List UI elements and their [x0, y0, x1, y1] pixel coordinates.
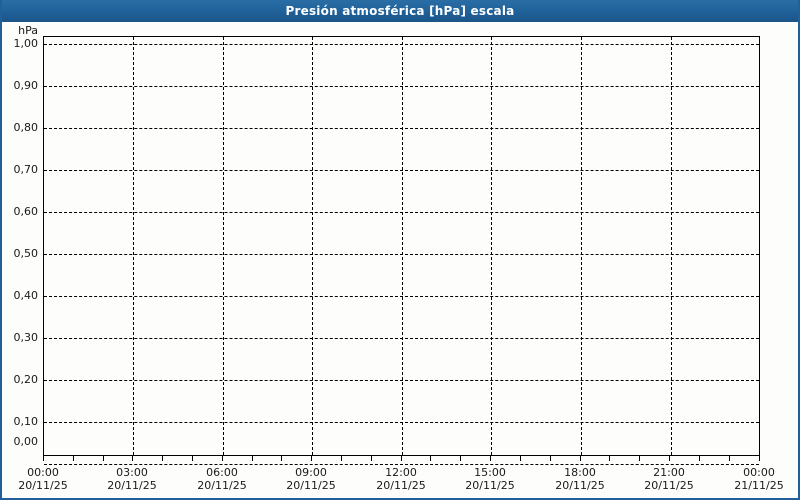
gridline-vertical — [312, 37, 313, 455]
x-tick-minor — [162, 456, 163, 461]
x-tick-label: 18:00 20/11/25 — [555, 466, 605, 492]
gridline-horizontal — [44, 254, 759, 255]
x-tick-minor — [699, 456, 700, 461]
x-tick-label: 15:00 20/11/25 — [465, 466, 515, 492]
x-tick-minor — [341, 456, 342, 461]
x-tick-minor — [520, 456, 521, 461]
y-tick-label: 0,90 — [13, 79, 39, 92]
chart-plot-canvas: hPa 1,00 0,90 0,80 0,70 0,60 0,50 0,40 0… — [2, 22, 798, 498]
gridline-horizontal — [44, 86, 759, 87]
gridline-horizontal — [44, 338, 759, 339]
x-tick-minor — [103, 456, 104, 461]
y-tick-label: 0,00 — [13, 435, 39, 448]
gridline-vertical — [581, 37, 582, 455]
y-axis-unit-label: hPa — [18, 24, 38, 37]
window-titlebar: Presión atmosférica [hPa] escala — [2, 0, 798, 22]
gridline-vertical — [402, 37, 403, 455]
x-tick-label: 00:00 21/11/25 — [734, 466, 784, 492]
gridline-vertical — [491, 37, 492, 455]
gridline-vertical — [133, 37, 134, 455]
y-tick-label: 1,00 — [13, 37, 39, 50]
gridline-horizontal — [44, 170, 759, 171]
x-tick-minor — [729, 456, 730, 461]
x-tick-major — [401, 456, 402, 461]
plot-area — [43, 36, 761, 465]
x-tick-major — [43, 456, 44, 461]
x-tick-major — [490, 456, 491, 461]
x-tick-major — [132, 456, 133, 461]
x-tick-label: 03:00 20/11/25 — [107, 466, 157, 492]
y-tick-label: 0,20 — [13, 373, 39, 386]
x-tick-minor — [73, 456, 74, 461]
y-tick-label: 0,10 — [13, 415, 39, 428]
x-tick-minor — [252, 456, 253, 461]
x-tick-minor — [430, 456, 431, 461]
data-series-layer — [44, 37, 761, 457]
gridline-horizontal — [44, 128, 759, 129]
x-tick-minor — [639, 456, 640, 461]
x-tick-major — [759, 456, 760, 461]
x-tick-minor — [371, 456, 372, 461]
gridline-vertical — [671, 37, 672, 455]
gridline-horizontal — [44, 296, 759, 297]
x-tick-label: 00:00 20/11/25 — [18, 466, 68, 492]
x-tick-label: 12:00 20/11/25 — [376, 466, 426, 492]
x-tick-major — [669, 456, 670, 461]
x-tick-major — [311, 456, 312, 461]
x-tick-label: 21:00 20/11/25 — [644, 466, 694, 492]
y-tick-label: 0,40 — [13, 289, 39, 302]
y-tick-label: 0,30 — [13, 331, 39, 344]
gridline-horizontal — [44, 464, 759, 465]
x-tick-major — [580, 456, 581, 461]
gridline-horizontal — [44, 422, 759, 423]
y-tick-label: 0,50 — [13, 247, 39, 260]
x-tick-minor — [609, 456, 610, 461]
x-tick-major — [222, 456, 223, 461]
y-tick-label: 0,70 — [13, 163, 39, 176]
x-tick-minor — [192, 456, 193, 461]
gridline-vertical — [223, 37, 224, 455]
x-tick-minor — [550, 456, 551, 461]
x-tick-minor — [281, 456, 282, 461]
page-title: Presión atmosférica [hPa] escala — [285, 4, 515, 18]
y-tick-label: 0,80 — [13, 121, 39, 134]
x-tick-minor — [460, 456, 461, 461]
x-tick-label: 06:00 20/11/25 — [197, 466, 247, 492]
gridline-horizontal — [44, 44, 759, 45]
gridline-horizontal — [44, 212, 759, 213]
gridline-horizontal — [44, 380, 759, 381]
y-tick-label: 0,60 — [13, 205, 39, 218]
x-tick-label: 09:00 20/11/25 — [286, 466, 336, 492]
